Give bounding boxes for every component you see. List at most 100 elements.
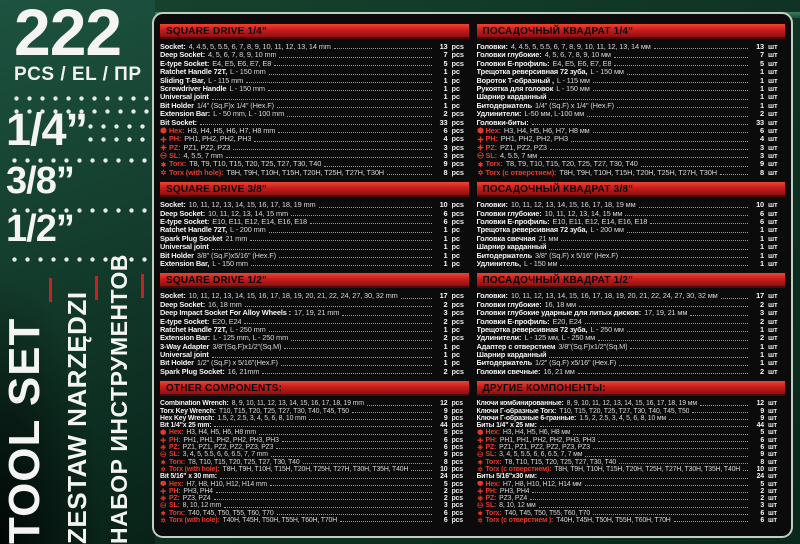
item-label: Битодержатель [476,101,533,110]
item-spec: T8H, T9H, T10H, T15H, T20H, T25H, T27H, … [222,465,409,473]
item-spec: PH1, PH1, PH2, PH2, PH3, PH3 [183,436,279,444]
item-unit: pcs [451,300,464,309]
item-spec: 10, 11, 12, 13, 14, 15, 16, 17, 18, 19, … [510,292,718,301]
item-unit: шт [768,126,778,135]
item-qty: 1 [760,351,764,360]
item-spec: 4, 5.5, 7 мм [499,152,538,161]
list-item: Битодержатель 1/2" (Sq.F) x5/16" (Hex.F) 1… [477,360,786,368]
item-qty: 2 [760,367,764,376]
item-qty: 2 [760,110,764,119]
item-qty: 2 [443,300,448,309]
dotted-leader [287,115,432,117]
item-spec: H3, H4, H5, H6, H7, H8 mm [187,126,276,135]
list-item: Шарнир карданный 1 шт [477,93,786,101]
item-spec: T8, T10, T15, T20, T25, T27, T30, T40 [187,458,300,466]
item-qty: 1 [443,351,448,360]
list-item: Hex: H7, H8, H10, H12, H14 mm 5 pcs [160,481,469,488]
dotted-leader [268,73,432,75]
item-qty: 5 [760,59,764,68]
item-label: Головка свечная [476,234,536,243]
item-spec: 1/4" (Sq.F) x 1/4" (Hex.F) [534,101,614,110]
item-spec: 17, 19, 21 mm [293,309,340,318]
item-label: Головки: [476,201,508,210]
dotted-leader [573,433,748,435]
item-spec: 3, 4, 5, 5.5, 6, 6, 6.5, 7, 7 mm [182,451,268,459]
dotted-leader [673,521,748,523]
torx-icon [477,458,486,465]
item-qty: 1 [760,234,764,243]
dots-decoration [4,249,150,262]
item-spec: 17, 19, 21 мм [644,309,688,318]
dotted-leader [578,306,748,308]
item-label: Ratchet Handle 72T, [160,226,227,235]
item-qty: 2 [760,300,764,309]
item-label: Шарнир карданный [476,93,547,102]
list-item: Torx (with hole): T8H, T9H, T10H, T15H, T… [160,466,469,473]
dots-decoration [80,116,150,143]
item-label: Extension Bar: [160,334,211,343]
ph-icon [477,488,486,494]
dotted-leader [278,256,432,258]
list-item: Головки-биты: 33 шт [477,119,786,127]
item-qty: 6 [760,126,764,135]
item-unit: pcs [451,407,464,415]
item-label: Головки Е-профиль: [476,59,550,68]
item-spec: 1/2" (Sq.F) x 5/16"(Hex.F) [196,359,278,368]
list-item: Hex: H3, H4, H5, H6, H7, H8 mm 6 pcs [160,127,469,135]
dotted-leader [262,373,432,375]
list-item: Bit 1/4"x 25 mm: 44 pcs [160,422,469,429]
dotted-leader [638,206,748,208]
item-spec: 4, 4.5, 5, 5.5, 6, 7, 8, 9, 10, 11, 12, … [510,43,651,51]
dotted-leader [549,248,748,250]
item-label: SL: [485,451,497,459]
item-qty: 7 [443,51,448,60]
item-spec: 3/8" (Sq.F)x5/16" (Hex.F) [196,251,276,260]
dotted-leader [278,132,432,134]
list-item: Головки глубокие: 4, 5, 6, 7, 8, 9, 10 мм… [477,51,786,59]
item-spec: H7, H8, H10, H12, H14 mm [186,480,267,488]
dotted-leader [276,448,432,450]
dotted-leader [640,165,748,167]
item-spec: 10, 11, 12, 13, 14, 15, 16, 17, 18, 19 м… [510,201,636,210]
item-unit: шт [768,201,778,210]
item-unit: pcs [451,487,464,495]
item-spec: E20, E24 [552,317,582,326]
list-item: Socket: 10, 11, 12, 13, 14, 15, 16, 17, 1… [160,292,469,300]
item-label: Bit Socket: [160,118,197,127]
item-spec: L - 115 мм [556,76,590,85]
list-item: Universal joint 1 pc [160,351,469,359]
item-unit: pcs [451,473,464,481]
item-qty: 1 [443,251,448,260]
item-spec: T40H, T45H, T50H, T55H, T60H, T70H [222,517,338,525]
sl-icon [160,451,169,458]
list-item: Bit Holder 1/4" (Sq.F)x 1/4" (Hex.F) 1 pc [160,102,469,110]
dotted-leader [199,123,432,125]
list-item: Трещотка реверсивная 72 зуба, L - 250 мм 1… [477,326,786,334]
item-spec: T8, T9, T10, T15, T20, T25, T27, T30, T4… [505,160,638,169]
list-item: Ratchet Handle 72T, L - 250 mm 1 pc [160,326,469,334]
item-unit: pcs [451,201,464,210]
item-spec: T10, T15, T20, T25, T27, T30, T40, T45, … [559,407,690,415]
item-unit: шт [768,458,777,466]
list-item: Torx (с отверстием): T8H, T9H, T10H, T15H… [477,466,786,473]
pz-icon [160,495,169,501]
item-qty: 1 [443,68,448,77]
item-unit: шт [768,429,777,437]
dotted-leader [268,231,432,233]
item-unit: шт [768,487,777,495]
item-label: Bit Holder [160,251,194,260]
dotted-leader [585,455,748,457]
item-qty: 9 [760,160,764,169]
item-label: Bit 1/4"x 25 mm: [160,422,212,430]
section-header: SQUARE DRIVE 1/4" [160,24,469,39]
item-label: Головки: [476,43,508,51]
dotted-leader [626,73,748,75]
item-spec: E4, E5, E6, E7, E8 [552,59,612,68]
list-item: Bit Holder 3/8" (Sq.F)x5/16" (Hex.F) 1 pc [160,252,469,260]
item-spec: 8, 9, 10, 11, 12, 13, 14, 15, 16, 17, 18… [231,400,364,408]
list-item: Torx (с отверстием): T8H, T9H, T10H, T15H… [477,169,786,177]
item-label: Битодержатель [476,251,533,260]
pz-icon [160,144,169,151]
item-qty: 6 [443,509,448,517]
item-spec: L - 150 mm [212,259,248,268]
